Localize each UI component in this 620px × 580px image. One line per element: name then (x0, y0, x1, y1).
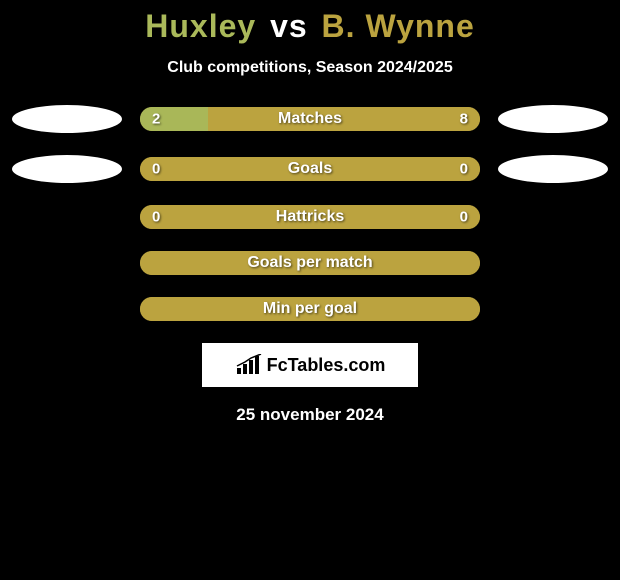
page-title: Huxley vs B. Wynne (0, 8, 620, 45)
stat-label: Hattricks (276, 208, 344, 226)
vs-separator: vs (270, 8, 308, 44)
player2-badge (498, 155, 608, 183)
comparison-widget: Huxley vs B. Wynne Club competitions, Se… (0, 0, 620, 425)
stat-bar: 0 0 Hattricks (140, 205, 480, 229)
stat-value-left: 0 (152, 209, 160, 226)
stat-label: Matches (278, 110, 342, 128)
player2-badge (498, 105, 608, 133)
stat-bar: Min per goal (140, 297, 480, 321)
player1-badge (12, 155, 122, 183)
stat-value-right: 8 (460, 111, 468, 128)
stat-row: 0 0 Goals (0, 155, 620, 183)
stat-value-left: 2 (152, 111, 160, 128)
site-logo[interactable]: FcTables.com (202, 343, 418, 387)
player2-name: B. Wynne (322, 8, 475, 44)
stat-value-right: 0 (460, 161, 468, 178)
date-label: 25 november 2024 (0, 405, 620, 425)
stat-row: Goals per match (0, 251, 620, 275)
stat-label: Goals (288, 160, 332, 178)
stat-bar: Goals per match (140, 251, 480, 275)
stat-row: 0 0 Hattricks (0, 205, 620, 229)
stat-value-right: 0 (460, 209, 468, 226)
stat-label: Goals per match (247, 254, 372, 272)
subtitle: Club competitions, Season 2024/2025 (0, 59, 620, 77)
player1-badge (12, 105, 122, 133)
stat-bar: 0 0 Goals (140, 157, 480, 181)
player1-name: Huxley (145, 8, 256, 44)
stats-list: 2 8 Matches 0 0 Goals 0 0 Hattricks Goals per mat… (0, 105, 620, 321)
stat-label: Min per goal (263, 300, 357, 318)
bar-fill-left (140, 107, 208, 131)
stat-row: 2 8 Matches (0, 105, 620, 133)
stat-bar: 2 8 Matches (140, 107, 480, 131)
stat-row: Min per goal (0, 297, 620, 321)
chart-icon (235, 354, 263, 376)
stat-value-left: 0 (152, 161, 160, 178)
logo-text: FcTables.com (267, 355, 386, 376)
bar-fill-right (208, 107, 480, 131)
